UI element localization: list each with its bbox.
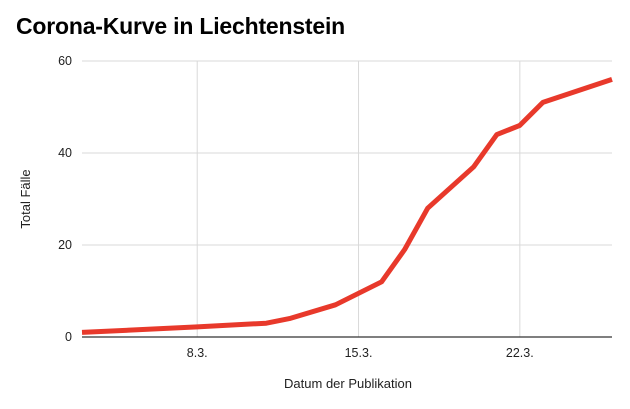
y-axis-title: Total Fälle bbox=[18, 169, 33, 228]
series-line bbox=[81, 77, 613, 335]
x-tick-label: 22.3. bbox=[506, 346, 534, 360]
y-tick-label: 60 bbox=[58, 54, 72, 68]
x-axis-title: Datum der Publikation bbox=[284, 376, 412, 391]
series-layer bbox=[81, 77, 613, 335]
chart-title: Corona-Kurve in Liechtenstein bbox=[16, 13, 346, 39]
y-tick-label: 20 bbox=[58, 238, 72, 252]
tick-labels: 0 20 40 60 8.3. 15.3. 22.3. bbox=[58, 54, 534, 360]
y-tick-label: 40 bbox=[58, 146, 72, 160]
x-tick-label: 15.3. bbox=[345, 346, 373, 360]
y-tick-label: 0 bbox=[65, 330, 72, 344]
grid-lines bbox=[82, 60, 612, 337]
x-tick-label: 8.3. bbox=[187, 346, 208, 360]
